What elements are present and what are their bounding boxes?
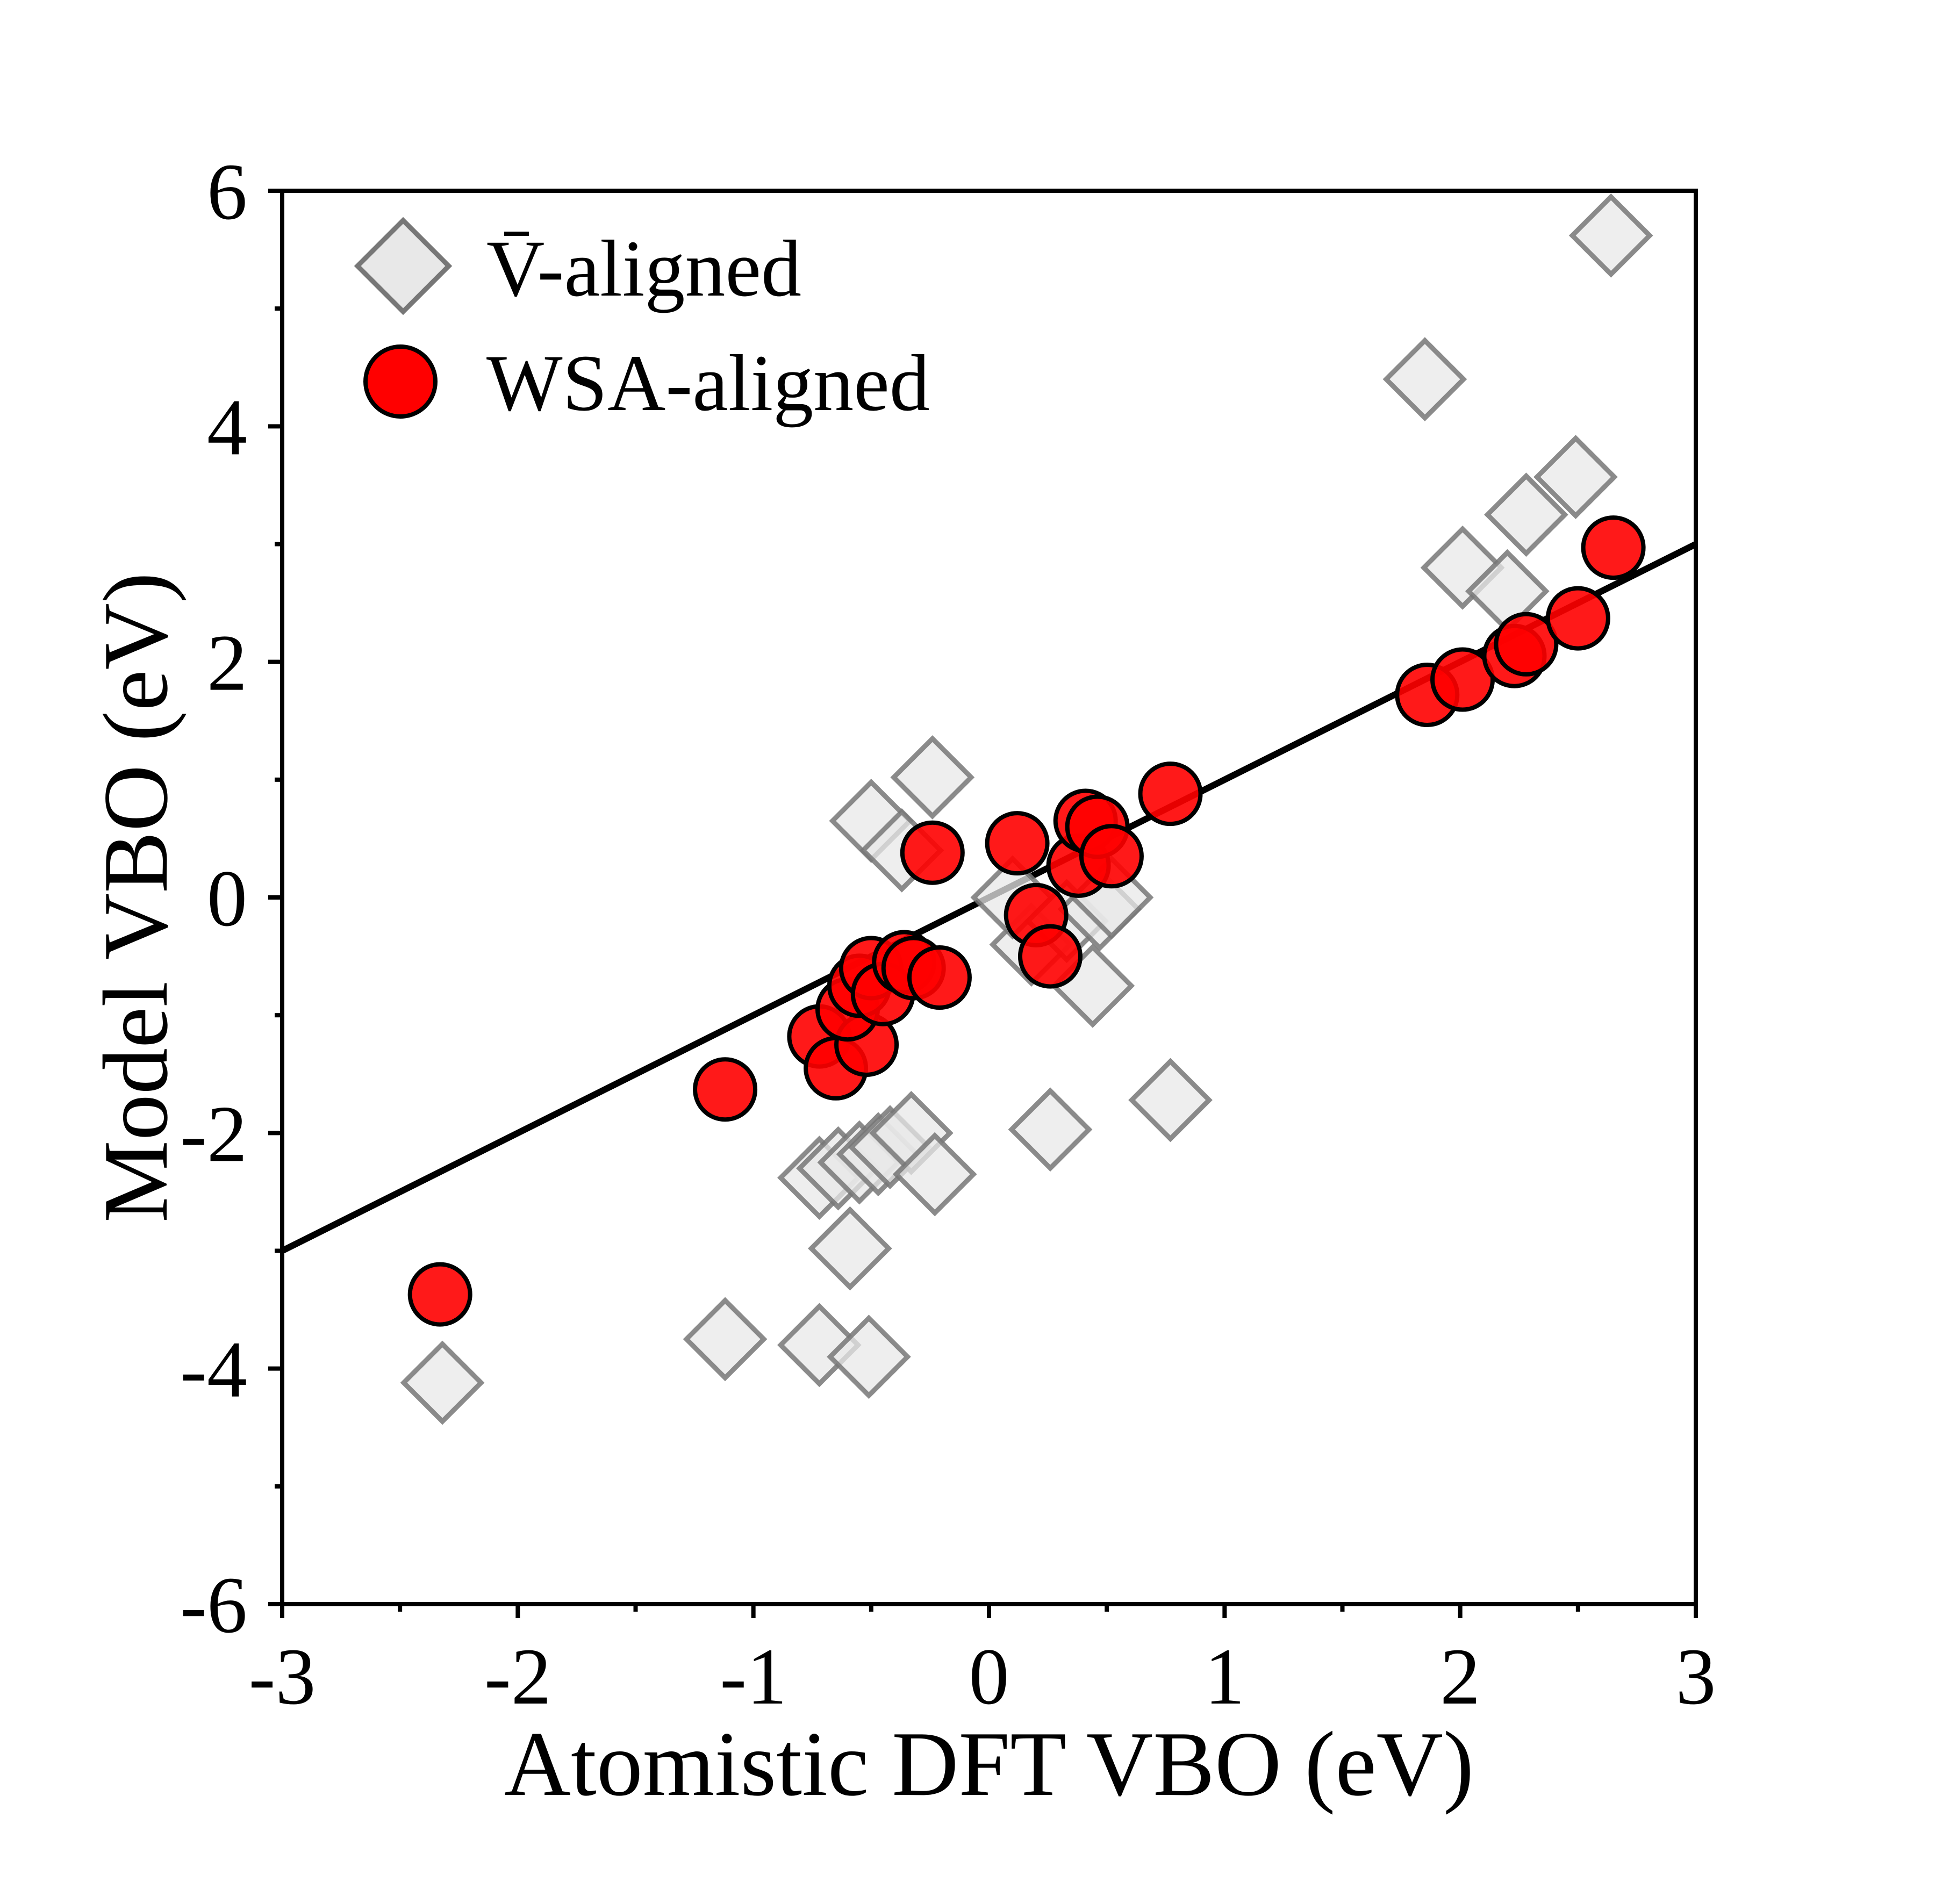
v-aligned-point — [400, 1340, 485, 1425]
y-tick-label: -2 — [180, 1089, 247, 1179]
x-tick-label: -2 — [484, 1632, 551, 1721]
x-tick-label: 1 — [1205, 1632, 1245, 1721]
v-aligned-point — [1008, 1087, 1093, 1172]
wsa-aligned-point — [407, 1262, 472, 1327]
wsa-aligned-points — [407, 515, 1646, 1327]
x-axis-label: Atomistic DFT VBO (eV) — [504, 1713, 1474, 1815]
v-aligned-point — [1533, 435, 1618, 519]
y-tick-label: -4 — [180, 1325, 247, 1414]
axis-ticks — [268, 189, 1698, 1618]
y-tick-label: -6 — [180, 1561, 247, 1650]
wsa-aligned-point — [900, 820, 965, 885]
x-tick-label: 0 — [969, 1632, 1009, 1721]
y-tick-label: 6 — [207, 147, 247, 236]
wsa-aligned-point — [1494, 612, 1559, 677]
v-aligned-point — [1484, 472, 1568, 557]
wsa-aligned-point — [1545, 586, 1610, 651]
legend-circle-icon — [363, 344, 438, 419]
y-tick-labels: -6 -4 -2 0 2 4 6 — [180, 147, 247, 1650]
v-aligned-point — [892, 1132, 977, 1217]
legend-label-v-aligned: V̄-aligned — [486, 224, 801, 313]
y-tick-label: 4 — [207, 383, 247, 472]
y-tick-label: 2 — [207, 619, 247, 708]
v-aligned-point — [890, 735, 975, 820]
wsa-aligned-point — [1138, 761, 1203, 827]
wsa-aligned-point — [1017, 924, 1083, 989]
x-tick-label: 3 — [1676, 1632, 1716, 1721]
legend: V̄-aligned WSA-aligned — [354, 217, 930, 428]
wsa-aligned-point — [985, 811, 1050, 876]
x-tick-label: 2 — [1440, 1632, 1480, 1721]
x-tick-labels: -3 -2 -1 0 1 2 3 — [249, 1632, 1716, 1721]
v-aligned-point — [827, 1314, 911, 1399]
v-aligned-point — [1568, 193, 1653, 278]
v-aligned-point — [808, 1206, 892, 1291]
legend-label-wsa-aligned: WSA-aligned — [486, 339, 930, 428]
x-tick-label: -3 — [249, 1632, 316, 1721]
x-tick-label: -1 — [720, 1632, 787, 1721]
v-aligned-point — [683, 1297, 768, 1382]
wsa-aligned-point — [907, 945, 972, 1010]
v-aligned-point — [1128, 1058, 1213, 1143]
v-aligned-point — [1382, 337, 1467, 422]
y-tick-label: 0 — [207, 854, 247, 943]
wsa-aligned-point — [693, 1057, 758, 1122]
legend-diamond-icon — [354, 217, 453, 315]
y-axis-label: Model VBO (eV) — [85, 572, 187, 1223]
wsa-aligned-point — [1581, 515, 1646, 580]
wsa-aligned-point — [1079, 824, 1144, 889]
